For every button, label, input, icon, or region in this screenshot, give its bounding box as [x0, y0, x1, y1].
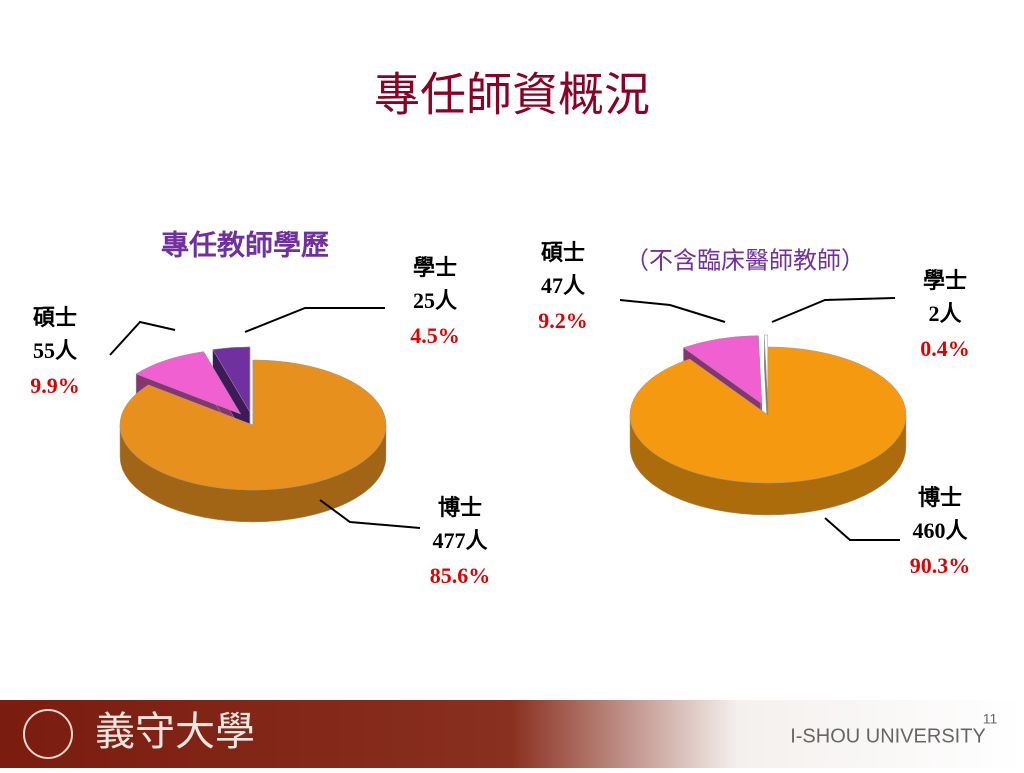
- count-label: 477人: [432, 528, 487, 553]
- pie: [119, 346, 387, 523]
- slide-title: 專任師資概況: [374, 70, 650, 121]
- category-label: 碩士: [541, 240, 585, 265]
- slice: [629, 346, 907, 484]
- slice: [119, 359, 387, 491]
- slice: [135, 351, 242, 415]
- charts: 博士 477人 85.6% 碩士 55人 9.9% 學士 25人 4.5% 博士 460人 90.3%…: [30, 240, 970, 588]
- page-number: 11: [983, 711, 998, 727]
- value-label: 9.9%: [30, 373, 80, 398]
- count-label: 47人: [541, 273, 585, 298]
- logo-emblem: [23, 709, 73, 759]
- pie: [629, 334, 907, 516]
- leader-line: [319, 499, 421, 529]
- chart-title: 專任教師學歷: [161, 229, 329, 261]
- category-label: 學士: [923, 268, 967, 293]
- leader-line: [824, 517, 900, 541]
- category-label: 碩士: [33, 305, 77, 330]
- count-label: 2人: [928, 301, 961, 326]
- value-label: 9.2%: [538, 308, 588, 333]
- slice: [212, 346, 251, 413]
- leader-line: [109, 320, 176, 356]
- count-label: 25人: [413, 288, 457, 313]
- category-label: 學士: [413, 255, 457, 280]
- category-label: 博士: [918, 485, 962, 510]
- value-label: 85.6%: [430, 563, 491, 588]
- slice: [764, 334, 768, 404]
- value-label: 90.3%: [910, 553, 971, 578]
- leader-line: [771, 297, 896, 323]
- count-label: 55人: [33, 338, 77, 363]
- category-label: 博士: [438, 495, 482, 520]
- value-label: 0.4%: [920, 336, 970, 361]
- leader-line: [619, 299, 726, 323]
- slice: [682, 335, 763, 405]
- logo-text: 義守大學: [95, 709, 255, 754]
- value-label: 4.5%: [410, 323, 460, 348]
- footer-band: [0, 700, 1024, 768]
- count-label: 460人: [912, 518, 967, 543]
- chart-subtitle: （不含臨床醫師教師）: [625, 248, 865, 275]
- university-name: I-SHOU UNIVERSITY: [790, 725, 986, 747]
- leader-line: [244, 307, 385, 333]
